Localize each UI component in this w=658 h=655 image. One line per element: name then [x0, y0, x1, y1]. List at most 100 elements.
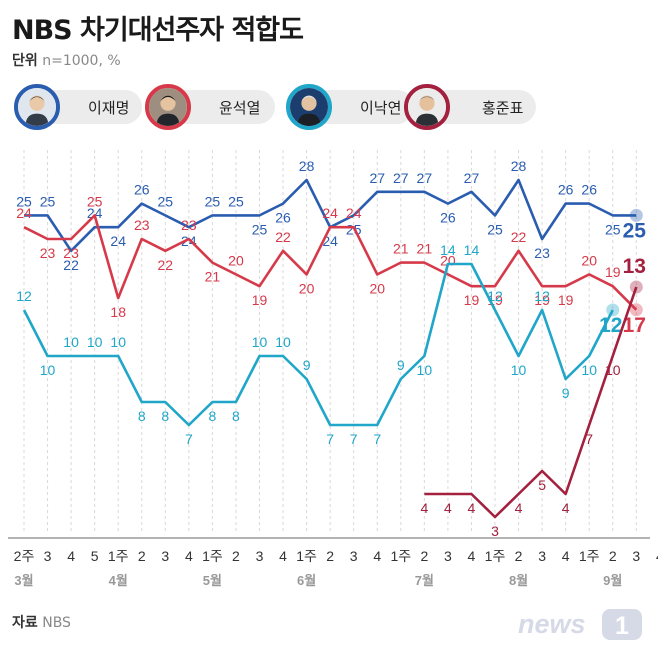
data-label: 23: [40, 245, 56, 261]
legend-label: 이낙연: [360, 99, 402, 117]
x-tick-label: 4: [468, 548, 476, 564]
source-value: NBS: [42, 615, 71, 631]
data-label: 7: [185, 431, 193, 447]
x-tick-label: 1주: [485, 548, 506, 564]
data-label: 7: [585, 431, 593, 447]
series-end-marker: [629, 208, 643, 222]
x-tick-label: 3: [44, 548, 52, 564]
unit-value: n=1000, %: [42, 53, 121, 69]
svg-text:news: news: [518, 609, 586, 639]
news1-logo: news 1: [518, 606, 642, 642]
x-tick-label: 2주: [14, 548, 35, 564]
data-label: 25: [487, 221, 503, 237]
data-label: 10: [40, 362, 56, 378]
data-label: 25: [158, 193, 174, 209]
legend-label: 홍준표: [482, 99, 524, 117]
data-label: 27: [393, 170, 409, 186]
source-note: 자료 NBS: [12, 612, 71, 632]
x-tick-label: 1주: [296, 548, 317, 564]
data-label: 23: [134, 217, 150, 233]
data-label: 23: [181, 217, 197, 233]
legend-item-lee-nakyeon: 이낙연: [286, 84, 414, 130]
data-label: 23: [534, 245, 550, 261]
data-label: 10: [110, 334, 126, 350]
x-tick-label: 4: [279, 548, 287, 564]
data-label: 4: [468, 500, 476, 516]
x-tick-label: 4: [373, 548, 381, 564]
data-label: 12: [534, 288, 550, 304]
portrait-icon: [404, 84, 450, 130]
data-label: 28: [511, 158, 527, 174]
svg-text:1: 1: [615, 612, 629, 640]
series-end-marker: [606, 303, 620, 317]
data-label: 20: [299, 280, 315, 296]
data-label: 22: [158, 257, 174, 273]
data-label: 8: [138, 408, 146, 424]
month-label: 7월: [415, 573, 434, 588]
month-label: 9월: [603, 573, 622, 588]
data-label: 26: [581, 182, 597, 198]
x-tick-label: 4: [656, 548, 658, 564]
data-label: 25: [40, 193, 56, 209]
data-label: 5: [538, 477, 546, 493]
data-label: 25: [252, 221, 268, 237]
data-label: 22: [511, 229, 527, 245]
data-label: 26: [134, 182, 150, 198]
data-label: 12: [487, 288, 503, 304]
data-label: 22: [63, 257, 79, 273]
data-label: 12: [599, 314, 622, 337]
data-label: 10: [511, 362, 527, 378]
x-tick-label: 3: [538, 548, 546, 564]
x-tick-label: 4: [185, 548, 193, 564]
data-label: 18: [110, 304, 126, 320]
data-label: 26: [440, 210, 456, 226]
month-label: 5월: [203, 573, 222, 588]
data-label: 10: [63, 334, 79, 350]
data-label: 19: [464, 292, 480, 308]
portrait-icon: [145, 84, 191, 130]
data-label: 10: [605, 362, 621, 378]
data-label: 3: [491, 523, 499, 539]
x-tick-label: 3: [632, 548, 640, 564]
data-label: 8: [209, 408, 217, 424]
month-label: 4월: [109, 573, 128, 588]
series-line: [424, 286, 638, 519]
unit-note: 단위 n=1000, %: [12, 50, 121, 70]
data-label: 20: [581, 252, 597, 268]
legend-item-yoon-seokyeol: 윤석열: [145, 84, 275, 130]
data-label: 7: [373, 431, 381, 447]
data-label: 19: [558, 292, 574, 308]
data-label: 10: [87, 334, 103, 350]
data-label: 24: [87, 205, 103, 221]
data-label: 10: [275, 334, 291, 350]
data-label: 9: [397, 357, 405, 373]
data-label: 13: [623, 255, 646, 278]
legend-label: 이재명: [88, 99, 130, 117]
data-label: 24: [181, 233, 197, 249]
data-label: 24: [110, 233, 126, 249]
x-tick-label: 4: [562, 548, 570, 564]
data-label: 26: [558, 182, 574, 198]
chart-title: NBS 차기대선주자 적합도: [12, 15, 304, 46]
data-label: 8: [161, 408, 169, 424]
data-label: 4: [444, 500, 452, 516]
data-label: 19: [252, 292, 268, 308]
data-label: 9: [562, 385, 570, 401]
data-label: 22: [275, 229, 291, 245]
data-label: 7: [350, 431, 358, 447]
data-label: 19: [605, 264, 621, 280]
x-tick-label: 1주: [202, 548, 223, 564]
data-label: 4: [562, 500, 570, 516]
x-tick-label: 3: [161, 548, 169, 564]
data-label: 14: [464, 242, 480, 258]
month-label: 8월: [509, 573, 528, 588]
series-line: [23, 214, 638, 311]
data-label: 14: [440, 242, 456, 258]
data-label: 10: [252, 334, 268, 350]
unit-label: 단위: [12, 53, 38, 69]
data-label: 25: [16, 193, 32, 209]
data-label: 20: [228, 252, 244, 268]
series-end-marker: [629, 280, 643, 294]
data-label: 9: [303, 357, 311, 373]
data-label: 21: [417, 241, 433, 257]
